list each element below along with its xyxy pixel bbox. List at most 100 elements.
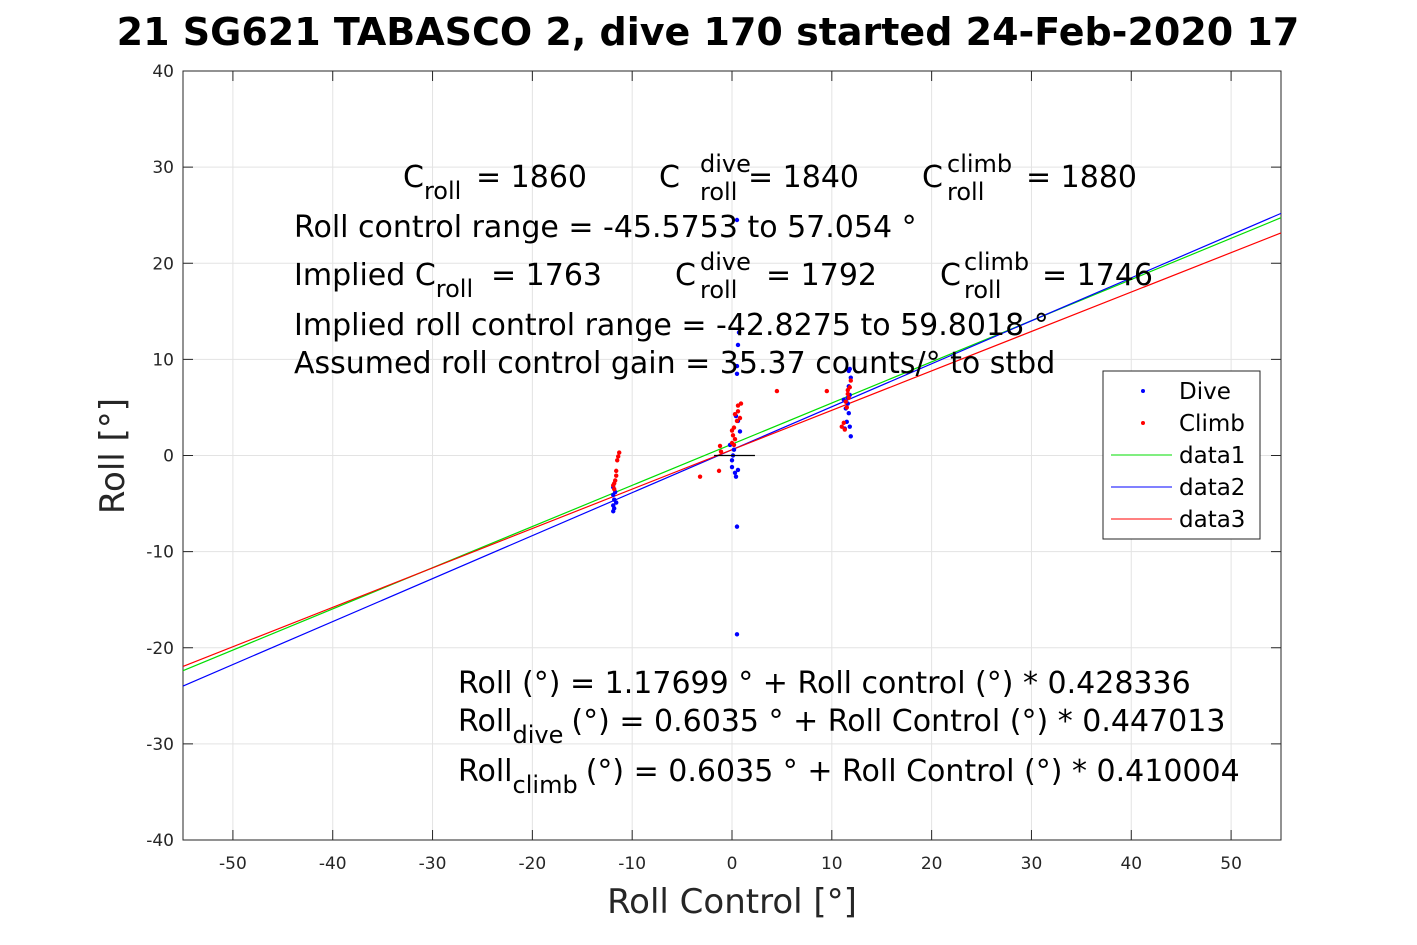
x-tick-label: 50: [1220, 854, 1242, 874]
y-axis-label: Roll [°]: [93, 398, 133, 514]
c-roll-climb-sub: roll: [947, 178, 984, 206]
point-dive: [731, 447, 737, 452]
axis-ticks: -50 -40 -30 -20 -10 0 10 20 30 40 50 -40 -30 -20 -10 0 1…: [146, 62, 1281, 874]
point-dive: [736, 330, 742, 335]
legend-label-dive: Dive: [1179, 379, 1231, 405]
point-dive: [848, 434, 853, 439]
implied-c-roll-symbol: Implied Croll: [294, 258, 473, 303]
point-climb: [842, 427, 847, 432]
point-climb: [734, 418, 740, 424]
point-climb: [735, 409, 741, 414]
x-tick-label: 20: [921, 854, 943, 874]
point-climb: [774, 388, 780, 394]
point-climb: [731, 442, 737, 448]
y-tick-label: 0: [163, 447, 174, 467]
c-roll-climb-symbol: C: [922, 160, 943, 195]
implied-c-roll-value: = 1763: [491, 258, 602, 293]
point-climb: [716, 468, 722, 474]
implied-c-roll-dive-symbol: C: [675, 258, 696, 293]
legend-label-data1: data1: [1179, 443, 1245, 469]
y-tick-label: -40: [146, 831, 174, 851]
implied-c-roll-dive-sub: roll: [700, 276, 737, 304]
point-dive: [734, 632, 740, 637]
legend: Dive Climb data1 data2 data3: [1102, 370, 1261, 540]
point-dive: [735, 342, 741, 348]
point-dive: [846, 368, 851, 374]
regression-equations: Roll (°) = 1.17699 ° + Roll control (°) …: [458, 666, 1240, 799]
legend-label-data2: data2: [1179, 475, 1245, 501]
c-roll-symbol: Croll: [403, 160, 461, 205]
point-climb: [729, 428, 735, 433]
y-tick-label: -30: [146, 735, 174, 755]
point-dive: [612, 506, 617, 511]
x-tick-label: -20: [518, 854, 546, 874]
x-tick-label: 0: [727, 854, 738, 874]
c-roll-dive-sup: dive: [700, 150, 751, 178]
point-dive: [734, 363, 740, 369]
coefficients-annotation: Croll = 1860 C dive roll = 1840 C climb …: [294, 150, 1153, 381]
point-climb: [697, 474, 703, 479]
y-tick-label: -10: [146, 543, 174, 563]
c-roll-climb-value: = 1880: [1026, 160, 1137, 195]
implied-c-roll-climb-sup: climb: [964, 248, 1029, 276]
c-roll-climb-sup: climb: [947, 150, 1012, 178]
x-axis-label: Roll Control [°]: [607, 882, 857, 922]
x-tick-label: -40: [319, 854, 347, 874]
legend-marker-climb: [1141, 421, 1145, 425]
legend-label-data3: data3: [1179, 507, 1245, 533]
point-dive: [729, 458, 735, 463]
y-tick-label: 10: [152, 350, 174, 370]
point-dive: [733, 474, 739, 479]
y-tick-label: -20: [146, 639, 174, 659]
roll-control-range: Roll control range = -45.5753 to 57.054 …: [294, 210, 917, 245]
point-dive: [734, 524, 740, 529]
legend-label-climb: Climb: [1179, 411, 1245, 437]
point-climb: [616, 454, 621, 459]
assumed-gain: Assumed roll control gain = 35.37 counts…: [294, 346, 1055, 381]
c-roll-dive-symbol: C: [659, 160, 680, 195]
x-tick-label: 10: [821, 854, 843, 874]
point-climb: [839, 424, 844, 429]
point-climb: [612, 481, 617, 486]
point-climb: [615, 458, 620, 463]
point-climb: [732, 411, 738, 417]
point-dive: [729, 464, 735, 470]
point-dive: [847, 424, 852, 429]
point-climb: [717, 443, 723, 449]
point-dive: [734, 217, 740, 223]
implied-c-roll-climb-value: = 1746: [1042, 258, 1153, 293]
point-climb: [732, 436, 738, 442]
equation-all: Roll (°) = 1.17699 ° + Roll control (°) …: [458, 666, 1191, 701]
point-climb: [843, 399, 848, 404]
legend-marker-dive: [1141, 389, 1145, 393]
point-climb: [845, 387, 850, 393]
point-climb: [841, 420, 846, 426]
point-dive: [734, 371, 740, 376]
implied-c-roll-dive-sup: dive: [700, 248, 751, 276]
point-climb: [730, 433, 736, 438]
point-climb: [614, 473, 619, 478]
x-tick-label: 30: [1021, 854, 1043, 874]
y-tick-label: 30: [152, 158, 174, 178]
point-climb: [844, 405, 849, 410]
x-tick-label: -50: [219, 854, 247, 874]
y-tick-label: 20: [152, 254, 174, 274]
implied-c-roll-climb-sub: roll: [964, 276, 1001, 304]
point-climb: [718, 449, 724, 454]
point-dive: [846, 411, 851, 416]
point-dive: [732, 470, 738, 476]
x-tick-label: 40: [1120, 854, 1142, 874]
point-climb: [824, 388, 830, 394]
data-marks: [182, 212, 1282, 687]
c-roll-dive-sub: roll: [700, 178, 737, 206]
equation-dive: Rolldive (°) = 0.6035 ° + Roll Control (°…: [458, 704, 1225, 749]
point-climb: [845, 391, 850, 397]
point-climb: [848, 378, 853, 383]
y-tick-label: 40: [152, 62, 174, 82]
point-climb: [614, 468, 619, 474]
c-roll-dive-value: = 1840: [748, 160, 859, 195]
implied-c-roll-dive-value: = 1792: [766, 258, 877, 293]
implied-c-roll-climb-symbol: C: [940, 258, 961, 293]
chart-title: 21 SG621 TABASCO 2, dive 170 started 24-…: [117, 10, 1300, 54]
